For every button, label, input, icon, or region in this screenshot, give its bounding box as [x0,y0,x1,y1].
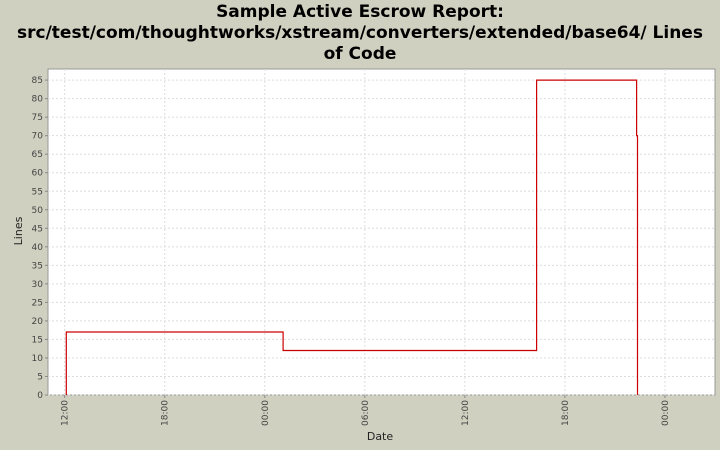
x-tick-label: 18:00 [161,400,171,426]
x-axis-label: Date [367,430,394,443]
y-tick-label: 80 [32,95,44,105]
chart-title-line-1: Sample Active Escrow Report: [216,2,504,22]
y-tick-label: 55 [32,187,43,197]
x-tick-label: 12:00 [461,400,471,426]
y-tick-label: 75 [32,113,43,123]
y-axis-label: Lines [12,216,25,245]
chart-title-line-2: src/test/com/thoughtworks/xstream/conver… [17,23,703,43]
y-tick-label: 5 [37,372,43,382]
y-tick-label: 85 [32,76,43,86]
x-tick-label: 00:00 [661,400,671,426]
series-line [65,79,639,395]
y-tick-label: 0 [37,391,43,401]
y-tick-label: 35 [32,261,43,271]
y-tick-label: 60 [32,169,44,179]
plot-area [47,68,716,396]
y-axis-ticks: 0 5 10 15 20 25 30 35 40 45 50 55 60 65 70 75 80 85 [32,76,48,401]
y-tick-label: 45 [32,224,43,234]
y-tick-label: 15 [32,335,43,345]
x-tick-label: 00:00 [261,400,271,426]
y-tick-label: 65 [32,150,43,160]
y-tick-label: 25 [32,298,43,308]
x-tick-label: 12:00 [61,400,71,426]
series-layer [65,79,639,395]
y-tick-label: 10 [32,354,44,364]
y-tick-label: 40 [32,243,44,253]
y-tick-label: 70 [32,132,44,142]
grid-lines [48,69,715,396]
y-tick-label: 20 [32,317,44,327]
y-tick-label: 30 [32,280,44,290]
chart-title-line-3: of Code [323,44,397,64]
y-tick-label: 50 [32,206,44,216]
chart-title: Sample Active Escrow Report: src/test/co… [0,2,720,65]
x-axis-ticks: 12:00 18:00 00:00 06:00 12:00 18:00 00:00 [61,395,671,426]
x-tick-label: 06:00 [361,400,371,426]
x-tick-label: 18:00 [561,400,571,426]
